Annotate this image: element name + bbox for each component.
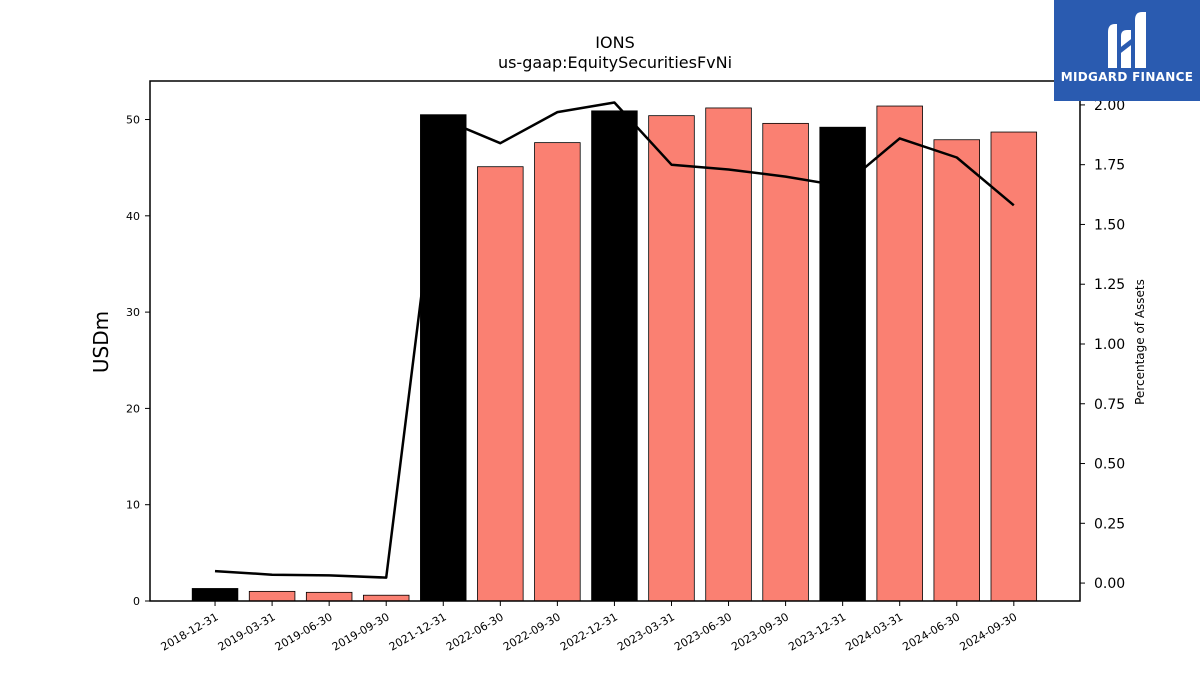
- y-tick-label: 50: [126, 114, 140, 127]
- y2-tick-label: 0.50: [1094, 457, 1125, 473]
- y2-axis-label: Percentage of Assets: [1133, 279, 1147, 405]
- x-tick-label: 2023-06-30: [672, 610, 734, 653]
- bar: [819, 126, 866, 602]
- y-axis-label: USDm: [89, 311, 113, 373]
- pct-assets-line: [214, 101, 1015, 579]
- bar: [362, 594, 410, 602]
- bar: [591, 110, 638, 602]
- x-tick-label: 2019-09-30: [330, 610, 392, 653]
- y-tick-label: 20: [126, 402, 140, 415]
- y2-tick-label: 0.75: [1094, 397, 1125, 413]
- bar: [705, 107, 752, 602]
- bar: [420, 114, 467, 602]
- x-tick-label: 2023-12-31: [786, 610, 848, 653]
- y-tick-label: 0: [133, 595, 140, 608]
- x-tick-label: 2023-09-30: [729, 610, 791, 653]
- bar: [648, 115, 695, 602]
- bar: [876, 105, 923, 602]
- brand-logo: MIDGARD FINANCE: [1054, 0, 1200, 101]
- y-tick-label: 40: [126, 210, 140, 223]
- x-tick-label: 2023-03-31: [615, 610, 677, 653]
- bar: [248, 590, 296, 602]
- bar: [305, 591, 353, 602]
- chart-subtitle: us-gaap:EquitySecuritiesFvNi: [498, 53, 732, 72]
- x-tick-label: 2022-09-30: [501, 610, 563, 653]
- x-tick-label: 2024-06-30: [900, 610, 962, 653]
- bar: [990, 131, 1038, 602]
- bars-group: [191, 105, 1038, 602]
- plot-frame: [149, 80, 1081, 602]
- y2-tick-label: 1.75: [1094, 158, 1125, 174]
- y2-tick-label: 0.25: [1094, 516, 1125, 532]
- x-tick-label: 2022-06-30: [444, 610, 506, 653]
- bar: [191, 588, 239, 602]
- x-tick-label: 2024-09-30: [957, 610, 1019, 653]
- x-tick-label: 2021-12-31: [387, 610, 449, 653]
- bar: [762, 122, 809, 602]
- logo-text: MIDGARD FINANCE: [1060, 70, 1194, 84]
- y2-tick-label: 2.00: [1094, 98, 1125, 114]
- x-tick-label: 2019-03-31: [216, 610, 278, 653]
- x-tick-label: 2024-03-31: [843, 610, 905, 653]
- logo-mark-icon: [1108, 12, 1146, 68]
- bar: [477, 166, 524, 602]
- line-group: [214, 101, 1015, 579]
- chart-title: IONS: [595, 33, 634, 52]
- y2-tick-label: 1.25: [1094, 277, 1125, 293]
- y2-tick-label: 1.50: [1094, 217, 1125, 233]
- x-tick-label: 2019-06-30: [273, 610, 335, 653]
- y-tick-label: 10: [126, 499, 140, 512]
- x-tick-label: 2022-12-31: [558, 610, 620, 653]
- y-tick-label: 30: [126, 306, 140, 319]
- x-tick-label: 2018-12-31: [159, 610, 221, 653]
- bar: [534, 142, 581, 602]
- bar: [933, 139, 980, 602]
- y2-tick-label: 0.00: [1094, 576, 1125, 592]
- y2-tick-label: 1.00: [1094, 337, 1125, 353]
